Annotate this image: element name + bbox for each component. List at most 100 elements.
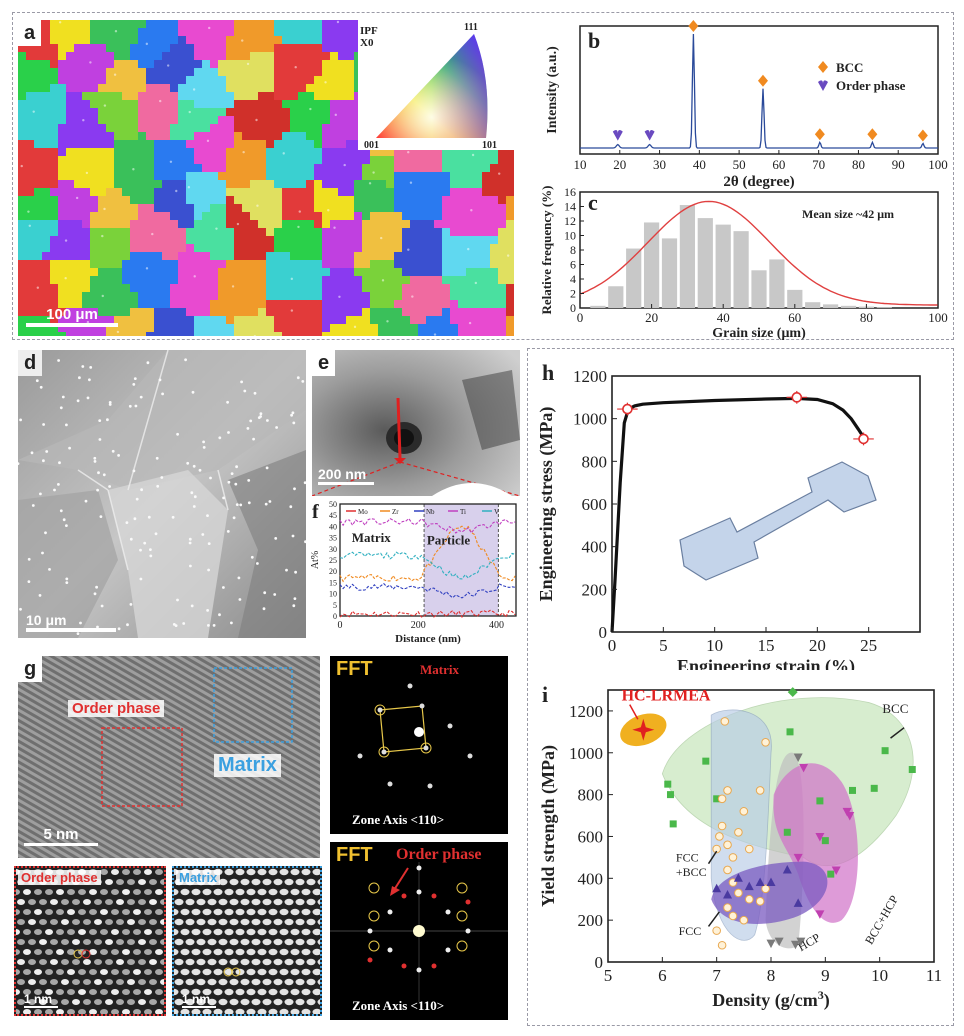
- hist-xtick-label: 80: [860, 310, 873, 325]
- bcc-peak-marker: [757, 74, 768, 87]
- fcc-data-point: [728, 911, 738, 921]
- profile-ytick-label: 5: [333, 601, 337, 610]
- bcc-hcp-data-point: [815, 832, 825, 842]
- fcc-data-point: [723, 786, 732, 795]
- panel-f-label: f: [312, 501, 319, 523]
- xrd-xtick-label: 10: [574, 157, 587, 172]
- hist-ytick-label: 14: [564, 200, 576, 214]
- xrd-xlabel: 2θ (degree): [723, 174, 794, 190]
- fft-matrix-panel: FFT Matrix Zone Axis <110>: [330, 656, 508, 834]
- yield-ytick-label: 200: [578, 911, 604, 930]
- stress-data-marker: [858, 433, 869, 445]
- xrd-xtick-label: 100: [928, 157, 948, 172]
- inset-order-phase: Order phase 1 nm: [12, 866, 168, 1025]
- fft2-spot: [445, 909, 451, 915]
- hist-ytick-label: 8: [570, 243, 576, 257]
- ipf-title: IPF: [360, 25, 378, 37]
- ipf-legend: IPF X0 001 101 111: [358, 20, 514, 151]
- fcc-data-point: [739, 807, 749, 816]
- profile-xtick-label: 200: [411, 620, 426, 631]
- hc-lrmea-star: [632, 718, 655, 741]
- panel-d-sem-image: d 10 μm: [16, 349, 307, 638]
- fft2-arrow: [393, 867, 409, 891]
- panel-d-scalebar: 10 μm: [26, 612, 116, 632]
- hist-xtick-label: 20: [645, 310, 658, 325]
- fcc-label-arrow: [707, 911, 720, 927]
- bcc-data-point: [881, 747, 889, 755]
- legend-bcc-marker: [818, 61, 828, 73]
- xrd-xtick-label: 50: [733, 157, 746, 172]
- fcc-bcc-data-point: [766, 877, 776, 886]
- stress-frame: [611, 375, 921, 633]
- svg-text:X0: X0: [360, 37, 374, 49]
- fft1-spot: [377, 707, 383, 713]
- hist-bar: [643, 222, 660, 308]
- marked-atom: [231, 967, 241, 977]
- fft1-marked-spot: [378, 746, 390, 758]
- fft2-marked-spot: [368, 910, 380, 922]
- hist-xtick-label: 100: [928, 310, 948, 325]
- yield-xtick-label: 5: [604, 966, 613, 985]
- fcc-data-point: [723, 865, 732, 875]
- inset-matrix: Matrix 1 nm: [169, 866, 327, 1026]
- hist-ytick-label: 2: [570, 287, 576, 301]
- inset2-scalebar: 1 nm: [182, 992, 216, 1008]
- panel-b-xrd-chart: 10 20 30 40 50 60 70 80 90 100 2θ (degree) Intensit…: [540, 18, 950, 190]
- top-row-frame: [12, 12, 954, 340]
- fcc-data-point: [761, 884, 770, 894]
- bcc-data-point: [849, 786, 856, 794]
- yield-xtick-label: 6: [658, 966, 667, 985]
- hist-bar: [626, 248, 642, 308]
- fft2-center-spot: [413, 925, 425, 937]
- hist-xlabel: Grain size (μm): [712, 326, 806, 341]
- hist-xtick-label: 60: [788, 310, 801, 325]
- bcc-hcp-data-point: [831, 866, 841, 875]
- panel-h-label: h: [542, 360, 554, 385]
- bcc-data-point: [786, 728, 794, 736]
- fcc-bcc-region-label-line1: FCC: [676, 851, 699, 865]
- panel-e-label: e: [312, 350, 336, 376]
- hcp-region-label: HCP: [795, 930, 822, 954]
- bcc-data-point: [783, 828, 791, 836]
- fcc-data-point: [761, 738, 770, 747]
- fft1-subtitle: Matrix: [420, 662, 459, 677]
- fft2-superlattice-spot: [401, 893, 407, 899]
- panel-d-label: d: [18, 350, 43, 376]
- stress-xtick-label: 0: [608, 636, 617, 655]
- profile-line-mo: [339, 609, 516, 619]
- fcc-data-point: [712, 926, 721, 935]
- bcc-data-point: [908, 766, 916, 774]
- mean-size-annotation: Mean size ~42 μm: [802, 207, 894, 221]
- fft2-spot: [416, 889, 422, 895]
- fft1-spot: [447, 723, 453, 729]
- hist-bar: [608, 286, 624, 308]
- fft1-spot: [427, 783, 433, 789]
- hist-bar: [715, 224, 731, 308]
- inset-order-phase-label: Order phase: [18, 870, 101, 885]
- fcc-data-point: [723, 903, 732, 912]
- legend-label-mo: Mo: [358, 508, 368, 516]
- profile-ytick-label: 30: [329, 545, 337, 554]
- hist-bar: [876, 307, 892, 308]
- fft2-marked-spot: [456, 940, 468, 952]
- fcc-data-point: [717, 940, 727, 950]
- fft2-marked-spot: [456, 882, 468, 894]
- fcc-data-point: [744, 894, 754, 904]
- yield-ylabel: Yield strength (MPa): [538, 745, 559, 907]
- yield-ytick-label: 800: [578, 786, 604, 805]
- xrd-xtick-label: 30: [653, 157, 666, 172]
- bcc-data-point: [669, 820, 677, 828]
- fft1-marked-spot: [420, 742, 432, 754]
- stress-data-marker: [622, 403, 633, 415]
- fcc-data-point: [715, 832, 724, 841]
- fft2-marked-spot: [368, 882, 380, 894]
- order-peak-marker: [612, 129, 623, 141]
- panel-a-label: a: [18, 20, 42, 46]
- fft2-spot: [416, 865, 422, 871]
- fft2-superlattice-spot: [465, 899, 471, 905]
- bcc-data-point: [821, 837, 829, 845]
- xrd-pattern-line: [580, 33, 938, 149]
- panel-g-label: g: [18, 656, 43, 682]
- bcc-hcp-data-point: [799, 763, 809, 773]
- fft2-subtitle: Order phase: [396, 846, 482, 863]
